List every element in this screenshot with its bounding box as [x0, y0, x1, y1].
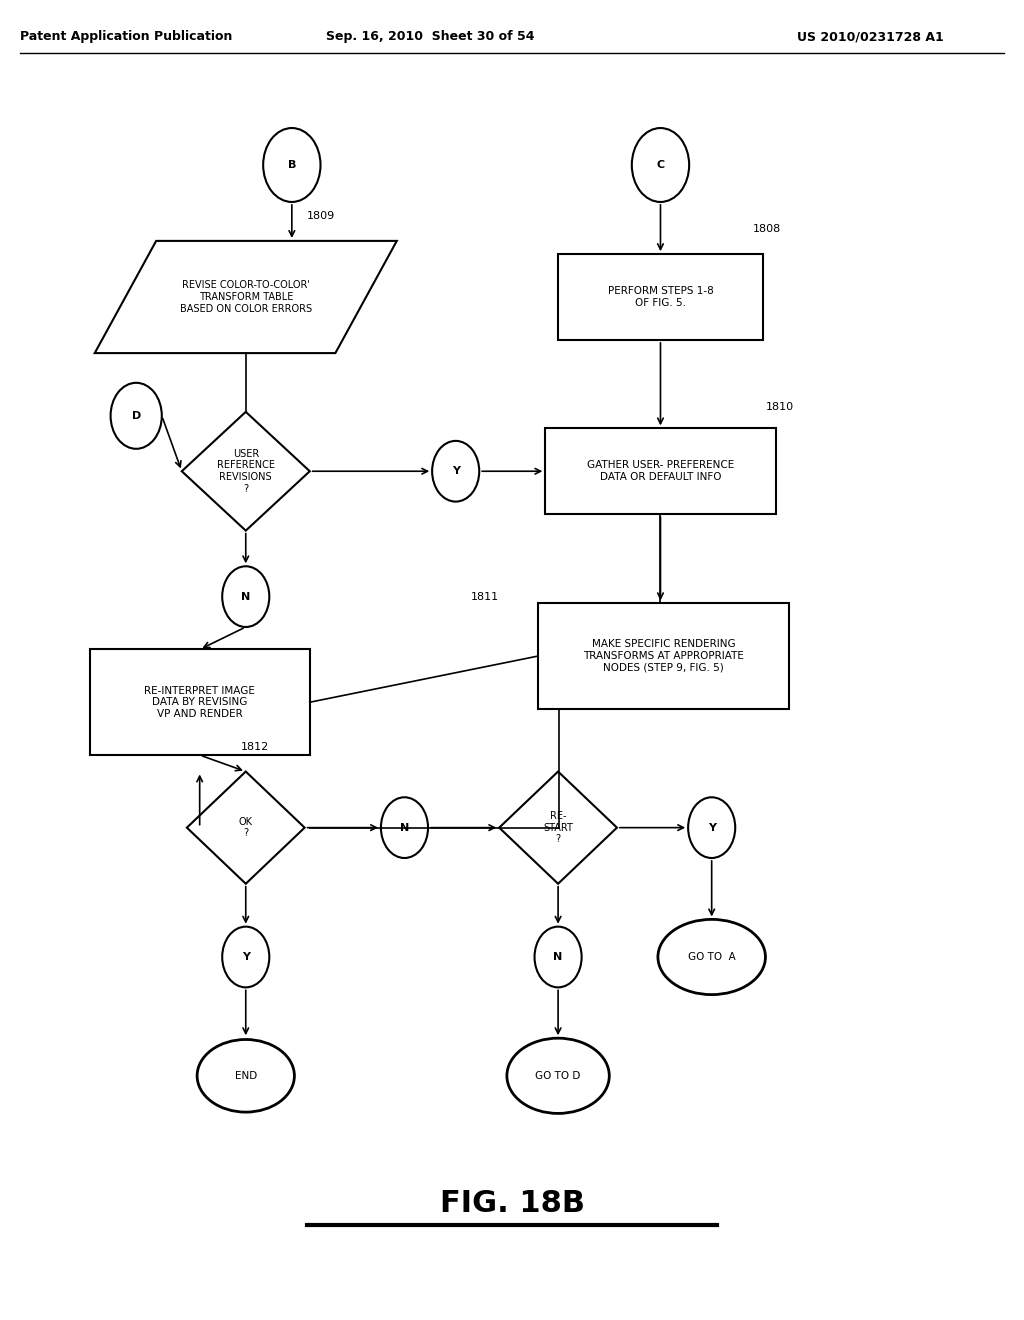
Text: REVISE COLOR-TO-COLOR'
TRANSFORM TABLE
BASED ON COLOR ERRORS: REVISE COLOR-TO-COLOR' TRANSFORM TABLE B…: [179, 280, 312, 314]
Text: GATHER USER- PREFERENCE
DATA OR DEFAULT INFO: GATHER USER- PREFERENCE DATA OR DEFAULT …: [587, 461, 734, 482]
Text: Y: Y: [242, 952, 250, 962]
Text: RE-
START
?: RE- START ?: [543, 810, 573, 845]
Text: B: B: [288, 160, 296, 170]
Text: MAKE SPECIFIC RENDERING
TRANSFORMS AT APPROPRIATE
NODES (STEP 9, FIG. 5): MAKE SPECIFIC RENDERING TRANSFORMS AT AP…: [583, 639, 744, 673]
Text: END: END: [234, 1071, 257, 1081]
Text: US 2010/0231728 A1: US 2010/0231728 A1: [797, 30, 944, 44]
Text: USER
REFERENCE
REVISIONS
?: USER REFERENCE REVISIONS ?: [217, 449, 274, 494]
Text: Y: Y: [452, 466, 460, 477]
Text: Y: Y: [708, 822, 716, 833]
Text: N: N: [399, 822, 410, 833]
Text: PERFORM STEPS 1-8
OF FIG. 5.: PERFORM STEPS 1-8 OF FIG. 5.: [607, 286, 714, 308]
Text: 1811: 1811: [471, 591, 499, 602]
Text: GO TO D: GO TO D: [536, 1071, 581, 1081]
Text: C: C: [656, 160, 665, 170]
Text: GO TO  A: GO TO A: [688, 952, 735, 962]
Text: 1812: 1812: [241, 742, 269, 752]
Text: FIG. 18B: FIG. 18B: [439, 1189, 585, 1218]
Text: D: D: [131, 411, 141, 421]
Text: Patent Application Publication: Patent Application Publication: [20, 30, 232, 44]
Text: OK
?: OK ?: [239, 817, 253, 838]
Text: N: N: [553, 952, 563, 962]
Text: 1809: 1809: [307, 211, 336, 220]
Text: RE-INTERPRET IMAGE
DATA BY REVISING
VP AND RENDER: RE-INTERPRET IMAGE DATA BY REVISING VP A…: [144, 685, 255, 719]
Text: 1808: 1808: [753, 224, 781, 235]
Text: N: N: [241, 591, 251, 602]
Text: Sep. 16, 2010  Sheet 30 of 54: Sep. 16, 2010 Sheet 30 of 54: [326, 30, 535, 44]
Text: 1810: 1810: [766, 403, 794, 412]
